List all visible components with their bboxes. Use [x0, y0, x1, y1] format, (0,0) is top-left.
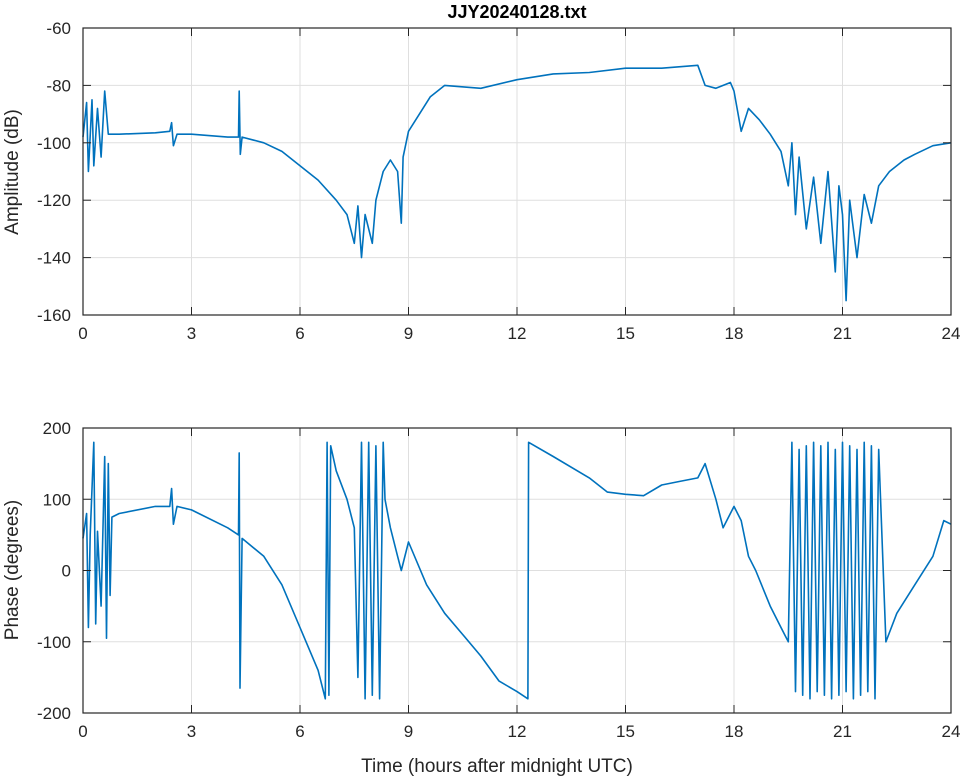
- phase-series-line: [82, 441, 952, 700]
- y-tick-label: -120: [37, 191, 71, 210]
- x-tick-label: 18: [725, 324, 744, 343]
- y-tick-label: 100: [43, 490, 71, 509]
- y-tick-label: -160: [37, 306, 71, 325]
- y-tick-label: 200: [43, 419, 71, 438]
- y-tick-label: -60: [46, 19, 71, 38]
- x-tick-label: 24: [942, 722, 961, 741]
- x-tick-label: 0: [78, 324, 87, 343]
- y-axis-label-amplitude: Amplitude (dB): [2, 109, 23, 235]
- chart-title: JJY20240128.txt: [447, 2, 586, 22]
- amplitude-axes: 0 3 6 9 12 15 18 21 24 -60 -80 -100 -120 -140 -160: [37, 19, 960, 343]
- x-tick-label: 18: [725, 722, 744, 741]
- x-tick-label: 21: [833, 722, 852, 741]
- phase-axes: 0 3 6 9 12 15 18 21 24 200 100 0 -100 -200: [37, 419, 960, 741]
- x-tick-label: 0: [78, 722, 87, 741]
- x-tick-label: 21: [833, 324, 852, 343]
- x-tick-label: 9: [404, 722, 413, 741]
- amplitude-series-line: [82, 64, 952, 302]
- x-tick-label: 12: [508, 324, 527, 343]
- y-tick-label: -200: [37, 704, 71, 723]
- y-tick-label: -80: [46, 76, 71, 95]
- x-axis-label: Time (hours after midnight UTC): [361, 756, 633, 777]
- y-tick-label: -100: [37, 633, 71, 652]
- x-tick-label: 3: [187, 722, 196, 741]
- y-tick-label: -100: [37, 134, 71, 153]
- x-tick-label: 15: [616, 324, 635, 343]
- x-tick-label: 6: [295, 722, 304, 741]
- y-tick-label: -140: [37, 249, 71, 268]
- y-axis-label-phase: Phase (degrees): [2, 500, 23, 640]
- x-tick-label: 24: [942, 324, 961, 343]
- x-tick-label: 15: [616, 722, 635, 741]
- x-tick-label: 12: [508, 722, 527, 741]
- x-tick-label: 9: [404, 324, 413, 343]
- x-tick-label: 3: [187, 324, 196, 343]
- y-tick-label: 0: [62, 562, 71, 581]
- x-tick-label: 6: [295, 324, 304, 343]
